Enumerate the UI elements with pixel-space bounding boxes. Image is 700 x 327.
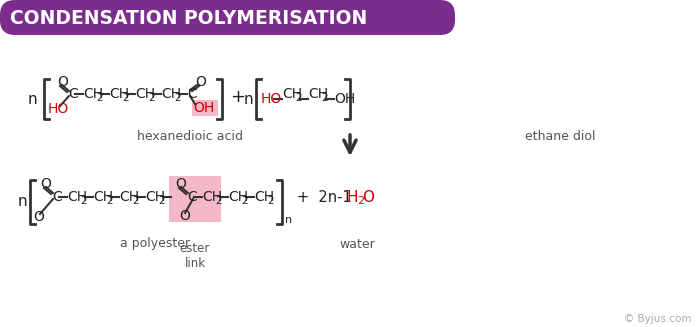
Text: O: O [57,75,68,89]
Text: 2: 2 [321,93,328,103]
Text: HO: HO [261,92,282,106]
Text: 2: 2 [158,196,164,206]
Text: CH: CH [254,190,274,204]
Text: 2: 2 [122,93,129,103]
Text: 2: 2 [215,196,222,206]
Text: CH: CH [93,190,113,204]
Text: CH: CH [145,190,165,204]
Bar [169,176,221,222]
Text: +  2n-1: + 2n-1 [297,190,351,204]
Text: n: n [28,92,38,107]
Text: O: O [195,75,206,89]
Text: CH: CH [161,87,181,101]
Text: O: O [175,177,186,191]
Text: CH: CH [119,190,139,204]
Text: O: O [33,210,44,224]
Text: C: C [68,87,78,101]
Text: OH: OH [193,101,214,115]
Bar [192,100,218,116]
Text: a polyester: a polyester [120,237,190,250]
Text: CH: CH [202,190,222,204]
Text: ethane diol: ethane diol [525,130,595,144]
Text: +: + [230,88,245,106]
Text: CH: CH [67,190,87,204]
Text: n: n [244,92,253,107]
Text: 2: 2 [295,93,302,103]
Text: C: C [187,190,197,204]
Text: 2: 2 [174,93,181,103]
Text: n: n [18,195,27,210]
Text: n: n [285,215,292,225]
Text: 2: 2 [96,93,103,103]
Text: CH: CH [83,87,103,101]
Text: C: C [187,87,197,101]
Text: 2: 2 [267,196,274,206]
Text: 2: 2 [106,196,113,206]
Text: water: water [339,237,375,250]
FancyBboxPatch shape [0,0,455,35]
Text: 2: 2 [132,196,139,206]
Text: CH: CH [282,87,302,101]
Text: CH: CH [308,87,328,101]
Text: ester
link: ester link [180,242,210,270]
Text: CH: CH [109,87,129,101]
Text: H: H [347,190,358,204]
Text: CH: CH [228,190,248,204]
Text: C: C [52,190,62,204]
Text: 2: 2 [241,196,248,206]
Text: CONDENSATION POLYMERISATION: CONDENSATION POLYMERISATION [10,9,368,27]
Text: 2: 2 [80,196,87,206]
Text: O: O [362,190,374,204]
Text: © Byjus.com: © Byjus.com [624,314,692,324]
Text: O: O [40,177,51,191]
Text: OH: OH [334,92,355,106]
Text: O: O [179,209,190,223]
Text: 2: 2 [357,196,364,206]
Text: hexanedioic acid: hexanedioic acid [137,130,243,144]
Text: 2: 2 [148,93,155,103]
Text: CH: CH [135,87,155,101]
Text: HO: HO [48,102,69,116]
